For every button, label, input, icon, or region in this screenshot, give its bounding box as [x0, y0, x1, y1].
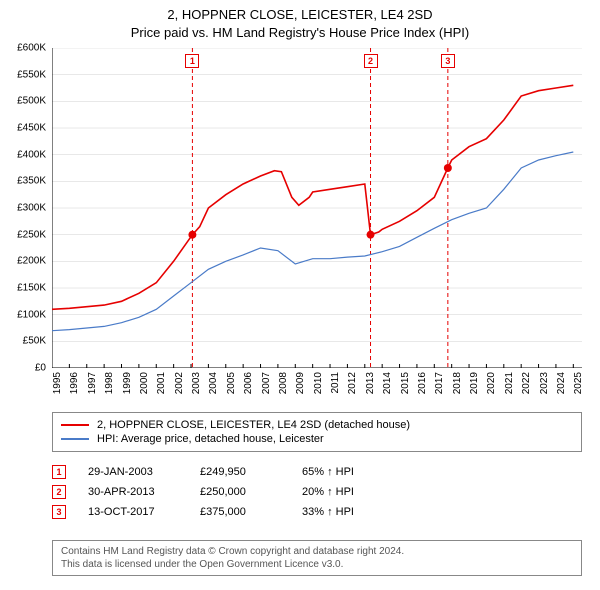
sale-date: 13-OCT-2017: [88, 506, 178, 518]
y-tick-label: £350K: [17, 176, 46, 187]
legend-item: 2, HOPPNER CLOSE, LEICESTER, LE4 2SD (de…: [61, 418, 573, 432]
y-tick-label: £100K: [17, 309, 46, 320]
x-tick-label: 2002: [174, 372, 185, 394]
sale-row: 1 29-JAN-2003 £249,950 65% ↑ HPI: [52, 462, 582, 482]
x-tick-label: 1995: [52, 372, 63, 394]
x-tick-label: 1996: [69, 372, 80, 394]
y-tick-label: £150K: [17, 283, 46, 294]
x-tick-label: 2003: [191, 372, 202, 394]
x-tick-label: 2021: [504, 372, 515, 394]
x-tick-label: 2009: [295, 372, 306, 394]
chart-svg: [52, 48, 582, 368]
x-tick-label: 2019: [469, 372, 480, 394]
sale-marker-2: 2: [364, 54, 378, 68]
sale-marker-box: 2: [52, 485, 66, 499]
y-tick-label: £400K: [17, 149, 46, 160]
sale-marker-box: 3: [52, 505, 66, 519]
sale-row: 2 30-APR-2013 £250,000 20% ↑ HPI: [52, 482, 582, 502]
sale-hpi-diff: 20% ↑ HPI: [302, 486, 392, 498]
x-tick-label: 2018: [452, 372, 463, 394]
x-tick-label: 1999: [122, 372, 133, 394]
y-tick-label: £500K: [17, 96, 46, 107]
x-tick-label: 2016: [417, 372, 428, 394]
y-tick-label: £450K: [17, 123, 46, 134]
title-line-1: 2, HOPPNER CLOSE, LEICESTER, LE4 2SD: [0, 6, 600, 24]
x-tick-label: 2000: [139, 372, 150, 394]
footer-line-2: This data is licensed under the Open Gov…: [61, 558, 573, 571]
x-tick-label: 2008: [278, 372, 289, 394]
x-tick-label: 2022: [521, 372, 532, 394]
x-tick-label: 2012: [347, 372, 358, 394]
chart-container: 2, HOPPNER CLOSE, LEICESTER, LE4 2SD Pri…: [0, 0, 600, 590]
y-tick-label: £50K: [23, 336, 46, 347]
legend-label: 2, HOPPNER CLOSE, LEICESTER, LE4 2SD (de…: [97, 419, 410, 431]
sale-hpi-diff: 65% ↑ HPI: [302, 466, 392, 478]
title-line-2: Price paid vs. HM Land Registry's House …: [0, 24, 600, 42]
x-tick-label: 2013: [365, 372, 376, 394]
legend-swatch: [61, 424, 89, 426]
x-tick-label: 2025: [573, 372, 584, 394]
y-tick-label: £0: [35, 363, 46, 374]
legend-label: HPI: Average price, detached house, Leic…: [97, 433, 324, 445]
x-tick-label: 2001: [156, 372, 167, 394]
legend-item: HPI: Average price, detached house, Leic…: [61, 432, 573, 446]
sale-marker-1: 1: [185, 54, 199, 68]
x-tick-label: 2015: [400, 372, 411, 394]
x-tick-label: 2020: [486, 372, 497, 394]
x-tick-label: 2006: [243, 372, 254, 394]
sale-price: £375,000: [200, 506, 280, 518]
footer-attribution: Contains HM Land Registry data © Crown c…: [52, 540, 582, 576]
x-tick-label: 2014: [382, 372, 393, 394]
x-tick-label: 2023: [539, 372, 550, 394]
y-tick-label: £200K: [17, 256, 46, 267]
sale-marker-box: 1: [52, 465, 66, 479]
sale-date: 29-JAN-2003: [88, 466, 178, 478]
footer-line-1: Contains HM Land Registry data © Crown c…: [61, 545, 573, 558]
y-tick-label: £300K: [17, 203, 46, 214]
y-tick-label: £250K: [17, 229, 46, 240]
y-tick-label: £600K: [17, 43, 46, 54]
x-tick-label: 2010: [313, 372, 324, 394]
x-axis: 1995 1996 1997 1998 1999 2000 2001 2002 2003 2004…: [52, 368, 582, 408]
sale-price: £250,000: [200, 486, 280, 498]
x-tick-label: 1997: [87, 372, 98, 394]
x-tick-label: 2005: [226, 372, 237, 394]
series-hpi: [52, 152, 573, 331]
sale-marker-3: 3: [441, 54, 455, 68]
sale-price: £249,950: [200, 466, 280, 478]
chart-title: 2, HOPPNER CLOSE, LEICESTER, LE4 2SD Pri…: [0, 0, 600, 41]
x-tick-label: 1998: [104, 372, 115, 394]
plot-area: £0£50K£100K£150K£200K£250K£300K£350K£400…: [52, 48, 582, 368]
sale-date: 30-APR-2013: [88, 486, 178, 498]
sale-row: 3 13-OCT-2017 £375,000 33% ↑ HPI: [52, 502, 582, 522]
y-tick-label: £550K: [17, 69, 46, 80]
x-tick-label: 2007: [261, 372, 272, 394]
series-property: [52, 85, 573, 309]
x-tick-label: 2004: [208, 372, 219, 394]
x-tick-label: 2017: [434, 372, 445, 394]
legend: 2, HOPPNER CLOSE, LEICESTER, LE4 2SD (de…: [52, 412, 582, 452]
sales-table: 1 29-JAN-2003 £249,950 65% ↑ HPI 2 30-APR-201…: [52, 462, 582, 522]
x-tick-label: 2024: [556, 372, 567, 394]
x-tick-label: 2011: [330, 372, 341, 394]
y-axis: £0£50K£100K£150K£200K£250K£300K£350K£400…: [0, 48, 50, 368]
sale-hpi-diff: 33% ↑ HPI: [302, 506, 392, 518]
legend-swatch: [61, 438, 89, 440]
